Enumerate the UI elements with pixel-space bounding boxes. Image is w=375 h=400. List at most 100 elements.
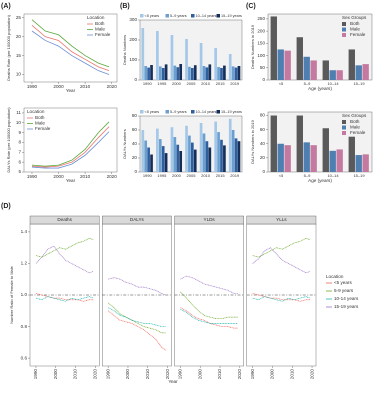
bar <box>205 67 209 80</box>
y-tick-label: 40 <box>260 141 266 146</box>
legend-label: 5-9 years <box>334 288 354 293</box>
x-axis-title: Age (years) <box>308 178 332 183</box>
legend-label: Male <box>35 121 45 126</box>
x-tick-label: 10–14 <box>327 81 339 86</box>
x-tick-label: 2005 <box>187 81 197 86</box>
y-tick-label: 80 <box>260 113 266 118</box>
x-tick-label: 2005 <box>187 173 197 178</box>
bar <box>303 142 310 172</box>
line <box>31 19 110 68</box>
y-tick-label: 0 <box>134 77 137 82</box>
x-tick-label: 1990 <box>105 369 110 380</box>
bar <box>228 54 232 80</box>
line <box>252 293 311 302</box>
y-tick-label: 5 <box>18 169 21 174</box>
bar <box>223 145 226 172</box>
x-tick-label: 2010 <box>289 369 294 380</box>
panel-label: (B) <box>120 3 130 10</box>
y-tick-label: 10 <box>16 72 22 77</box>
line <box>180 291 238 320</box>
bar <box>231 130 235 172</box>
x-tick-label: 2000 <box>53 369 58 380</box>
legend-label: Both <box>35 115 45 120</box>
legend-swatch <box>140 110 144 114</box>
y-tick-label: 300 <box>129 17 137 22</box>
line <box>35 293 94 302</box>
x-tick-label: 1990 <box>178 369 183 380</box>
x-tick-label: 2000 <box>125 369 130 380</box>
legend-title: Location <box>87 15 105 20</box>
line <box>35 245 94 274</box>
legend-label: Male <box>95 27 105 32</box>
x-tick-label: 2010 <box>73 369 78 380</box>
legend-swatch <box>342 22 346 26</box>
bar <box>214 121 217 172</box>
x-tick-label: 2010 <box>217 369 222 380</box>
y-tick-label: 0 <box>262 169 265 174</box>
legend-swatch <box>342 120 346 124</box>
y-tick-label: 1.2 <box>21 261 28 266</box>
plot-frame <box>23 13 118 83</box>
y-tick-label: 1.4 <box>21 229 28 234</box>
legend-label: 15–19 years <box>221 110 242 114</box>
bar <box>231 66 235 80</box>
line <box>31 121 110 167</box>
panel-label: (D) <box>1 203 11 210</box>
bar <box>202 133 206 172</box>
legend-swatch <box>342 131 346 135</box>
legend-label: <5 years <box>145 14 160 18</box>
line <box>108 307 166 327</box>
x-tick-label: 2015 <box>216 173 226 178</box>
legend-label: Female <box>350 130 366 135</box>
bar <box>199 123 203 172</box>
legend-swatch <box>140 14 144 18</box>
legend-label: Female <box>95 32 111 37</box>
legend-label: 15-19 years <box>334 304 359 309</box>
x-tick-label: 2020 <box>107 84 118 89</box>
x-tick-label: 1995 <box>157 81 167 86</box>
legend-label: Female <box>35 126 51 131</box>
bar <box>348 49 355 80</box>
bar <box>191 68 194 80</box>
bar <box>164 153 168 172</box>
legend-title: Sex Groups <box>342 15 367 20</box>
bar <box>179 64 183 80</box>
legend-swatch <box>342 125 346 130</box>
x-tick-label: 1990 <box>33 369 38 380</box>
bar <box>185 39 188 80</box>
facet-strip <box>102 215 172 225</box>
x-tick-label: <5 <box>279 81 284 86</box>
y-tick-label: 50 <box>260 65 266 70</box>
y-tick-label: 6 <box>18 159 21 164</box>
y-tick-label: 100 <box>129 57 137 62</box>
x-tick-label: 1990 <box>27 174 38 179</box>
line <box>107 310 166 351</box>
line <box>252 247 311 274</box>
x-tick-label: 1990 <box>27 84 38 89</box>
bar <box>156 31 159 80</box>
x-tick-label: 2000 <box>53 174 64 179</box>
line <box>252 237 311 258</box>
bar <box>277 49 284 80</box>
bar <box>141 28 145 80</box>
line <box>31 126 110 168</box>
x-tick-label: 1995 <box>157 173 167 178</box>
x-tick-label: 5–9 <box>304 81 311 86</box>
x-tick-label: 15–19 <box>353 173 365 178</box>
bar <box>296 37 303 80</box>
x-tick-label: 5–9 <box>304 173 311 178</box>
x-tick-label: 2000 <box>197 369 202 380</box>
bar <box>220 68 223 80</box>
legend-label: 5–9 years <box>170 110 187 114</box>
y-tick-label: 0 <box>262 77 265 82</box>
plot-frame <box>23 107 118 173</box>
bar <box>303 56 310 80</box>
legend-swatch <box>342 27 346 32</box>
bar <box>193 149 197 172</box>
y-axis-title: Deaths Rate (per 100000 population) <box>6 14 11 80</box>
bar <box>217 132 220 172</box>
bar <box>237 141 241 172</box>
bar <box>322 60 329 80</box>
bar <box>208 64 212 80</box>
panel-label: (A) <box>1 3 11 10</box>
